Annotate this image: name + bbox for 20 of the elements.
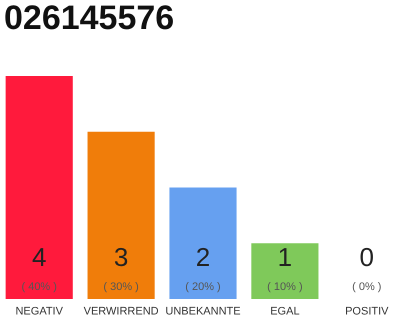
data-label: 4 — [32, 242, 46, 272]
x-tick-label: VERWIRREND — [84, 306, 159, 318]
annotation: ( 20% ) — [185, 281, 221, 293]
data-label: 0 — [360, 242, 374, 272]
x-tick-label: EGAL — [270, 306, 300, 318]
data-label: 2 — [196, 242, 210, 272]
data-label: 1 — [278, 242, 292, 272]
x-tick-label: POSITIV — [345, 306, 390, 318]
bar — [169, 188, 237, 299]
chart-title: 026145576 — [4, 0, 174, 37]
annotation: ( 0% ) — [352, 281, 382, 293]
x-tick-label: UNBEKANNTE — [165, 306, 241, 318]
data-label: 3 — [114, 242, 128, 272]
bar — [251, 243, 318, 299]
x-tick-label: NEGATIV — [15, 306, 64, 318]
annotation: ( 30% ) — [103, 281, 139, 293]
bar — [6, 76, 73, 299]
annotation: ( 10% ) — [267, 281, 303, 293]
annotation: ( 40% ) — [21, 281, 57, 293]
bar — [88, 132, 155, 299]
